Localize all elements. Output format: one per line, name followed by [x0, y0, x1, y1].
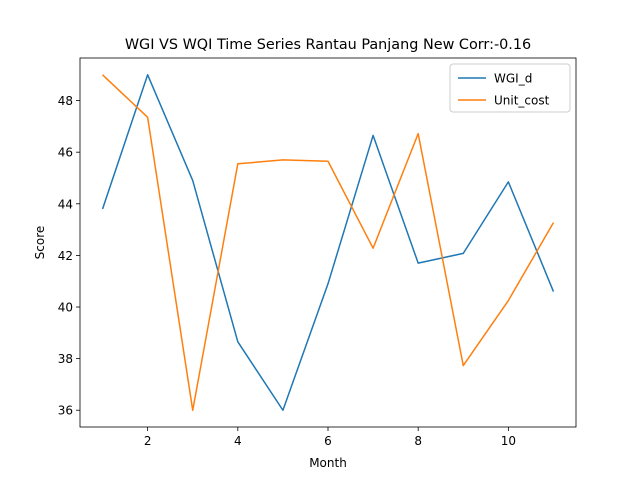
x-tick-label: 8	[414, 434, 422, 448]
legend: WGI_d Unit_cost	[449, 63, 571, 113]
x-tick-label: 2	[144, 434, 152, 448]
y-tick-label: 46	[58, 146, 73, 160]
y-tick-label: 48	[58, 94, 73, 108]
y-axis: 36 38 40 42 44 46 48	[58, 94, 80, 418]
chart-title: WGI VS WQI Time Series Rantau Panjang Ne…	[125, 37, 531, 53]
series-line-wgi-d	[101, 74, 555, 411]
series-line-unit-cost	[102, 74, 555, 411]
plot-area	[101, 74, 555, 411]
y-tick-label: 42	[58, 249, 73, 263]
y-tick-label: 36	[58, 404, 73, 418]
x-axis: 2 4 6 8 10	[144, 427, 516, 448]
x-tick-label: 10	[501, 434, 516, 448]
legend-label: WGI_d	[494, 72, 532, 86]
y-tick-label: 38	[58, 352, 73, 366]
y-tick-label: 40	[58, 301, 73, 315]
x-tick-label: 6	[324, 434, 332, 448]
x-tick-label: 4	[234, 434, 242, 448]
y-tick-label: 44	[58, 197, 73, 211]
x-axis-label: Month	[309, 456, 347, 470]
legend-label: Unit_cost	[494, 94, 550, 108]
y-axis-label: Score	[33, 226, 47, 260]
